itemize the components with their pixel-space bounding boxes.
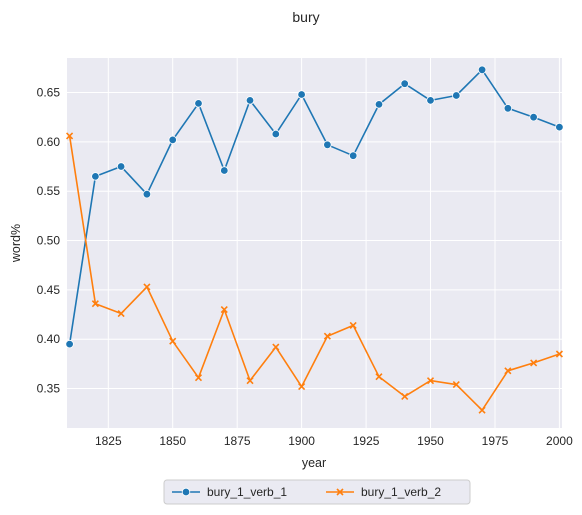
data-point (529, 112, 538, 122)
data-point (400, 79, 409, 88)
y-tick-label: 0.50 (37, 234, 61, 248)
data-point (91, 300, 99, 308)
data-point (349, 321, 357, 329)
data-point (194, 99, 203, 108)
data-point (298, 382, 306, 391)
chart-title: bury (292, 9, 319, 25)
series-line (68, 135, 560, 412)
data-point (323, 140, 332, 149)
x-tick-label: 1850 (159, 434, 186, 448)
x-tick-label: 1825 (95, 434, 122, 448)
data-point (452, 381, 460, 389)
y-axis-ticks: 0.35 0.40 0.45 0.50 0.55 0.60 0.65 (37, 86, 61, 396)
legend-box (163, 479, 471, 505)
y-tick-label: 0.35 (37, 382, 61, 396)
x-tick-label: 1925 (353, 434, 380, 448)
data-point (478, 406, 486, 414)
y-tick-label: 0.40 (37, 332, 61, 346)
data-point (374, 100, 384, 109)
x-tick-label: 1875 (224, 434, 251, 448)
x-axis-label: year (302, 456, 326, 470)
data-point (477, 65, 487, 74)
x-tick-label: 1950 (417, 434, 444, 448)
legend-marker-series-1 (181, 487, 191, 497)
data-point (143, 283, 151, 291)
data-point (297, 90, 306, 99)
data-point (323, 332, 331, 340)
y-axis-label: word% (9, 224, 23, 263)
data-point (66, 132, 74, 140)
data-point (169, 337, 177, 345)
y-tick-label: 0.45 (37, 283, 61, 297)
x-tick-label: 2000 (546, 434, 573, 448)
series-bury_1_verb_1 (65, 65, 564, 349)
y-tick-label: 0.60 (37, 135, 61, 149)
legend-marker-series-2 (336, 488, 344, 496)
legend-label-series-1: bury_1_verb_1 (207, 485, 287, 499)
x-axis-ticks: 1825 1850 1875 1900 1925 1950 1975 2000 (95, 434, 573, 448)
data-point (530, 359, 538, 367)
data-point (555, 122, 564, 132)
data-point (504, 367, 512, 375)
data-point (116, 162, 126, 171)
y-tick-label: 0.65 (37, 86, 61, 100)
y-tick-label: 0.55 (37, 184, 61, 198)
data-point (220, 306, 228, 314)
data-point (245, 96, 255, 105)
x-tick-label: 1900 (288, 434, 315, 448)
data-point (349, 151, 358, 160)
data-point (220, 166, 229, 175)
plot-background (67, 58, 562, 428)
data-point (426, 377, 435, 385)
data-point (555, 350, 563, 358)
data-point (117, 309, 125, 318)
data-point (142, 189, 152, 199)
data-point (503, 104, 513, 113)
data-point (401, 392, 409, 400)
data-point (452, 91, 461, 100)
x-tick-label: 1975 (482, 434, 509, 448)
data-point (426, 96, 435, 105)
data-point (168, 135, 177, 145)
legend: bury_1_verb_1 bury_1_verb_2 (163, 479, 471, 505)
series-layer (65, 65, 564, 414)
data-point (375, 373, 383, 381)
data-point (65, 339, 74, 349)
legend-label-series-2: bury_1_verb_2 (361, 485, 441, 499)
data-point (272, 343, 280, 351)
data-point (91, 172, 100, 181)
data-point (246, 377, 254, 385)
data-point (194, 374, 203, 382)
series-line (68, 69, 560, 345)
series-bury_1_verb_2 (66, 132, 563, 414)
data-point (271, 129, 280, 139)
